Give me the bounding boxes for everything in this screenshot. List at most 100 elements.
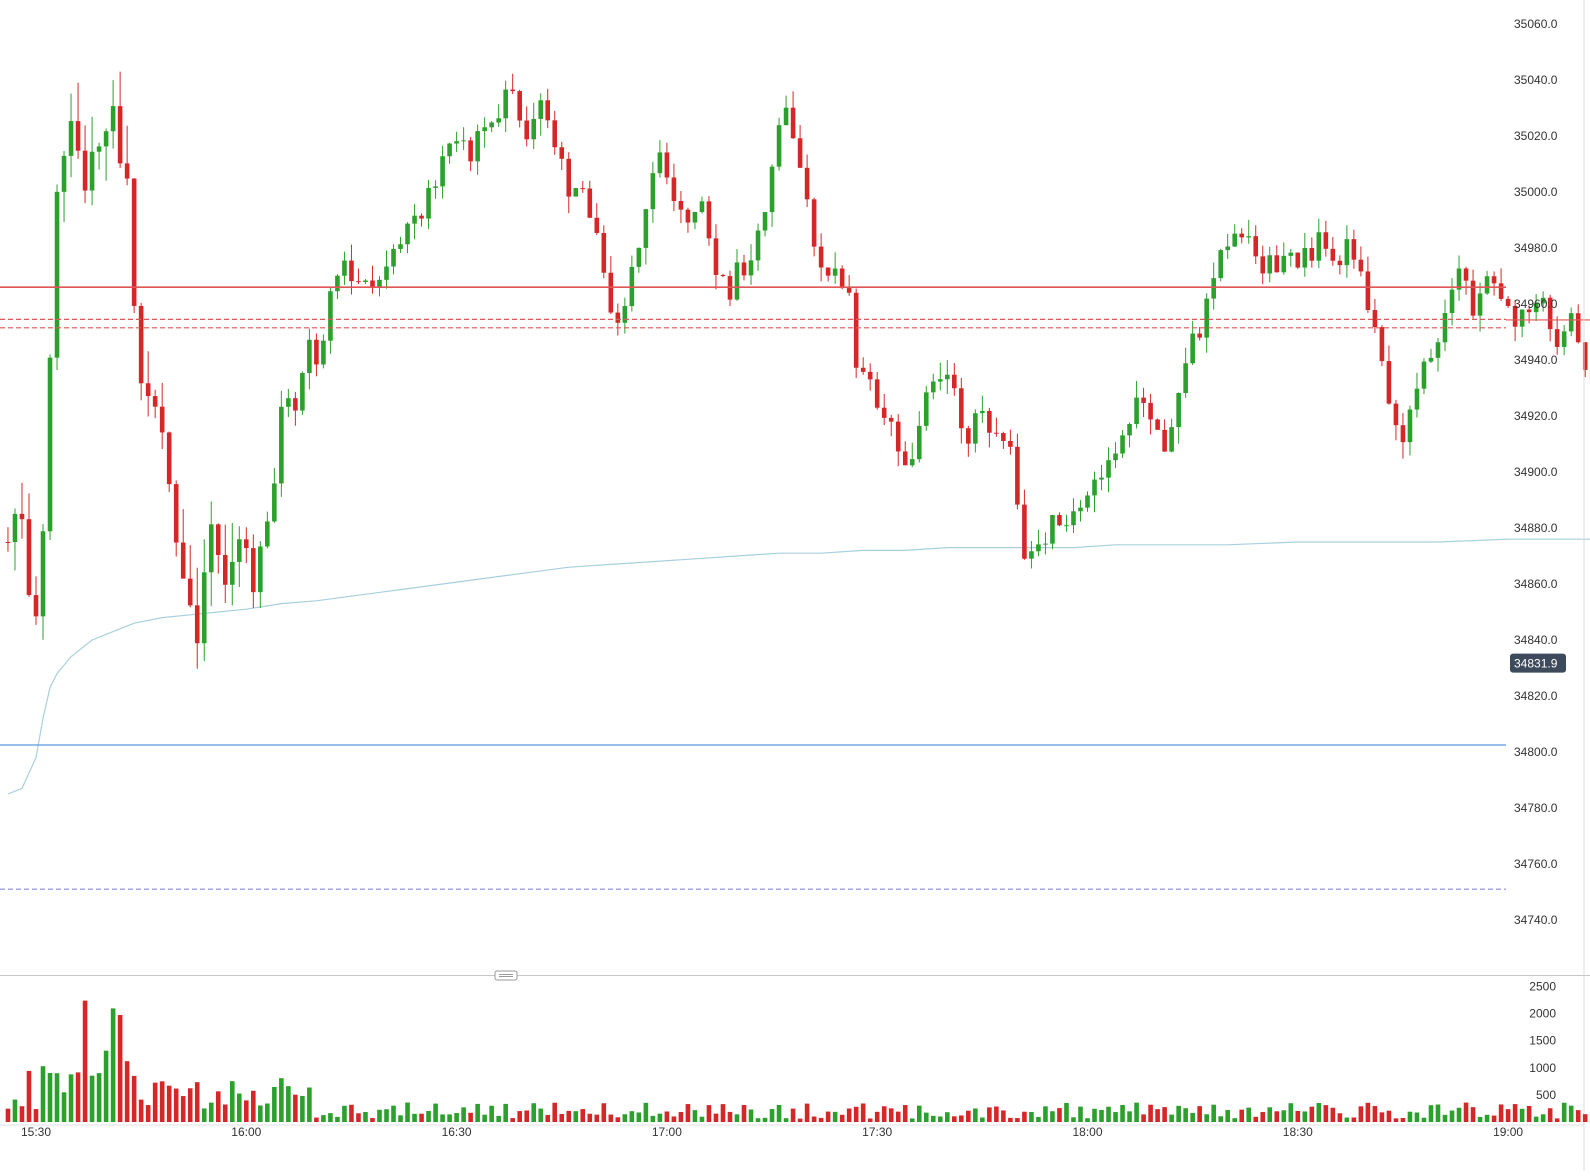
candle bbox=[595, 203, 600, 235]
candle bbox=[1345, 225, 1350, 277]
volume-bar bbox=[580, 1109, 585, 1122]
volume-bar bbox=[1127, 1111, 1132, 1122]
volume-bar bbox=[1148, 1105, 1153, 1122]
volume-bar bbox=[167, 1086, 172, 1122]
volume-bar bbox=[700, 1117, 705, 1122]
volume-bar bbox=[1443, 1115, 1448, 1122]
price-tick-label: 34860.0 bbox=[1514, 577, 1558, 591]
volume-bar bbox=[742, 1105, 747, 1122]
volume-bar bbox=[62, 1092, 67, 1122]
candle-body bbox=[69, 121, 74, 156]
volume-bar bbox=[258, 1105, 263, 1122]
candle-body bbox=[1064, 525, 1069, 526]
price-tick-label: 35060.0 bbox=[1514, 17, 1558, 31]
candle bbox=[1043, 532, 1048, 554]
candle-body bbox=[959, 388, 964, 428]
volume-bar bbox=[160, 1081, 165, 1122]
candle bbox=[637, 247, 642, 272]
volume-bar bbox=[644, 1103, 649, 1122]
candle-body bbox=[496, 118, 501, 122]
volume-bar bbox=[952, 1116, 957, 1122]
candle-body bbox=[104, 131, 109, 146]
candle bbox=[545, 89, 550, 128]
candle bbox=[1492, 271, 1497, 295]
candle bbox=[1071, 498, 1076, 533]
volume-bar bbox=[1218, 1116, 1223, 1122]
candle bbox=[139, 303, 144, 400]
candle-body bbox=[48, 358, 53, 532]
candle-body bbox=[672, 177, 677, 201]
pane-resize-handle[interactable] bbox=[495, 971, 517, 980]
candle-body bbox=[272, 483, 277, 521]
candle bbox=[798, 125, 803, 168]
candle-body bbox=[1520, 309, 1525, 326]
candle-body bbox=[1555, 329, 1560, 347]
candle bbox=[1015, 434, 1020, 510]
volume-bar bbox=[1471, 1107, 1476, 1122]
candle bbox=[1029, 541, 1034, 569]
volume-bar bbox=[1359, 1106, 1364, 1122]
candle-body bbox=[384, 266, 389, 279]
candle bbox=[1211, 263, 1216, 310]
time-tick-label: 18:00 bbox=[1072, 1125, 1102, 1139]
candle bbox=[700, 197, 705, 214]
candle-body bbox=[510, 90, 515, 92]
volume-bar bbox=[1288, 1103, 1293, 1122]
price-tick-label: 34800.0 bbox=[1514, 745, 1558, 759]
volume-bar bbox=[714, 1114, 719, 1122]
candle-body bbox=[251, 548, 256, 592]
volume-bar bbox=[805, 1104, 810, 1122]
candle bbox=[651, 162, 656, 223]
time-tick-label: 17:30 bbox=[862, 1125, 892, 1139]
pane-divider[interactable] bbox=[0, 971, 1590, 980]
candle-body bbox=[1253, 236, 1258, 256]
volume-bar bbox=[342, 1106, 347, 1122]
candle bbox=[433, 180, 438, 199]
candle-body bbox=[559, 147, 564, 159]
volume-bar bbox=[665, 1111, 670, 1122]
candle-body bbox=[370, 280, 375, 287]
volume-bar bbox=[721, 1104, 726, 1122]
volume-bar bbox=[496, 1116, 501, 1122]
volume-bar bbox=[756, 1118, 761, 1122]
volume-bar bbox=[244, 1100, 249, 1122]
candle bbox=[440, 146, 445, 199]
volume-bar bbox=[987, 1107, 992, 1122]
candle bbox=[644, 209, 649, 265]
candle-body bbox=[160, 407, 165, 433]
candle-body bbox=[580, 188, 585, 189]
price-axis[interactable]: 35060.035040.035020.035000.034980.034960… bbox=[1514, 0, 1584, 1171]
volume-bar bbox=[1064, 1103, 1069, 1122]
candle-body bbox=[62, 156, 67, 192]
candle-body bbox=[258, 546, 263, 592]
candle-body bbox=[1099, 478, 1104, 480]
candle-body bbox=[721, 275, 726, 276]
candle bbox=[959, 378, 964, 444]
volume-bar bbox=[272, 1087, 277, 1122]
volume-bar bbox=[1246, 1108, 1251, 1122]
volume-bar bbox=[1106, 1107, 1111, 1122]
volume-bar bbox=[356, 1113, 361, 1122]
candle bbox=[118, 72, 123, 168]
candle-body bbox=[412, 216, 417, 224]
candle bbox=[34, 576, 39, 624]
price-tick-label: 34980.0 bbox=[1514, 241, 1558, 255]
candle bbox=[1085, 491, 1090, 511]
volume-bar bbox=[1008, 1118, 1013, 1122]
volume-bar bbox=[679, 1112, 684, 1122]
candle bbox=[973, 409, 978, 452]
volume-bar bbox=[384, 1109, 389, 1122]
candle bbox=[1246, 220, 1251, 244]
volume-bar bbox=[153, 1083, 158, 1122]
volume-bar bbox=[552, 1103, 557, 1122]
candle bbox=[370, 266, 375, 294]
candle-body bbox=[566, 159, 571, 197]
candle-body bbox=[714, 238, 719, 275]
volume-bar bbox=[1408, 1112, 1413, 1122]
